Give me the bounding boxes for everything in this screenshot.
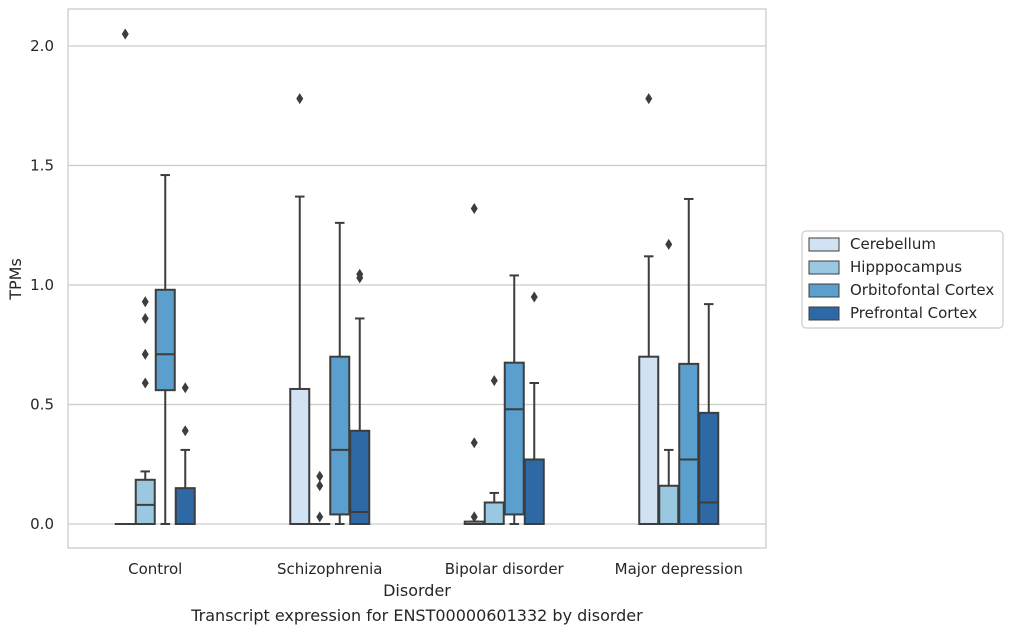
box-prefrontal-cortex-schizophrenia (349, 268, 371, 526)
box-prefrontal-cortex-major-depression (698, 303, 720, 525)
plot-frame (67, 8, 767, 549)
gridlines (68, 45, 766, 525)
outlier-point (181, 425, 189, 437)
box-prefrontal-cortex-control (174, 382, 196, 525)
outlier-point (181, 382, 189, 394)
y-tick-labels: 0.0 0.5 1.0 1.5 2.0 (30, 37, 54, 533)
outlier-point (490, 375, 498, 387)
y-tick-label: 0.0 (30, 515, 54, 533)
legend-label: Orbitofontal Cortex (850, 281, 994, 299)
box-iqr (698, 411, 720, 525)
outlier-point (316, 480, 324, 492)
box-iqr (174, 487, 196, 525)
box-iqr (349, 429, 371, 526)
box-iqr (523, 458, 545, 525)
y-axis-title: TPMs (6, 258, 25, 301)
outlier-point (141, 348, 149, 360)
box-hipppocampus-schizophrenia (309, 470, 331, 526)
box-iqr (289, 387, 311, 525)
box-cerebellum-control (114, 28, 136, 526)
figure-caption: Transcript expression for ENST0000060133… (191, 606, 643, 625)
box-hipppocampus-bipolar-disorder (483, 375, 505, 525)
box-iqr (134, 478, 156, 526)
outlier-point (296, 93, 304, 105)
box-iqr (678, 362, 700, 525)
outlier-point (141, 312, 149, 324)
box-hipppocampus-major-depression (658, 238, 680, 526)
legend-swatch (808, 306, 840, 321)
box-iqr (483, 501, 505, 525)
y-tick-label: 0.5 (30, 396, 54, 414)
plot-frame-rect (67, 8, 767, 549)
outlier-point (530, 291, 538, 303)
box-iqr (658, 484, 680, 526)
box-iqr (154, 288, 176, 392)
box-groups (114, 28, 720, 526)
legend-frame (801, 230, 1004, 329)
x-tick-labels: Control Schizophrenia Bipolar disorder Majo… (128, 560, 743, 578)
box-orbitofontal-cortex-control (154, 174, 176, 525)
outlier-point (356, 268, 364, 280)
box-orbitofontal-cortex-bipolar-disorder (503, 274, 525, 525)
y-tick-label: 2.0 (30, 37, 54, 55)
box-cerebellum-major-depression (638, 93, 660, 526)
box-cerebellum-schizophrenia (289, 93, 311, 525)
legend-label: Cerebellum (850, 235, 936, 253)
box-cerebellum-bipolar-disorder (463, 203, 485, 525)
legend-label: Hipppocampus (850, 258, 962, 276)
legend-swatch (808, 283, 840, 298)
box-orbitofontal-cortex-major-depression (678, 197, 700, 525)
outlier-point (665, 238, 673, 250)
box-iqr (503, 361, 525, 516)
y-tick-label: 1.0 (30, 276, 54, 294)
outlier-point (141, 296, 149, 308)
x-tick-label: Control (128, 560, 182, 578)
outlier-point (470, 203, 478, 215)
legend-label: Prefrontal Cortex (850, 304, 977, 322)
outlier-point (470, 511, 478, 523)
outlier-point (316, 470, 324, 482)
outlier-point (121, 28, 129, 40)
outlier-point (470, 437, 478, 449)
box-iqr (638, 355, 660, 526)
box-hipppocampus-control (134, 296, 156, 526)
y-tick-label: 1.5 (30, 157, 54, 175)
outlier-point (316, 511, 324, 523)
x-tick-label: Major depression (615, 560, 743, 578)
legend-swatch (808, 260, 840, 275)
x-axis-title: Disorder (383, 581, 451, 600)
box-prefrontal-cortex-bipolar-disorder (523, 291, 545, 525)
x-tick-label: Schizophrenia (277, 560, 382, 578)
outlier-point (141, 377, 149, 389)
outlier-point (645, 93, 653, 105)
legend: Cerebellum Hipppocampus Orbitofontal Corte… (801, 230, 1004, 329)
legend-swatch (808, 237, 840, 252)
box-orbitofontal-cortex-schizophrenia (329, 221, 351, 525)
x-tick-label: Bipolar disorder (445, 560, 565, 578)
box-iqr (329, 355, 351, 516)
